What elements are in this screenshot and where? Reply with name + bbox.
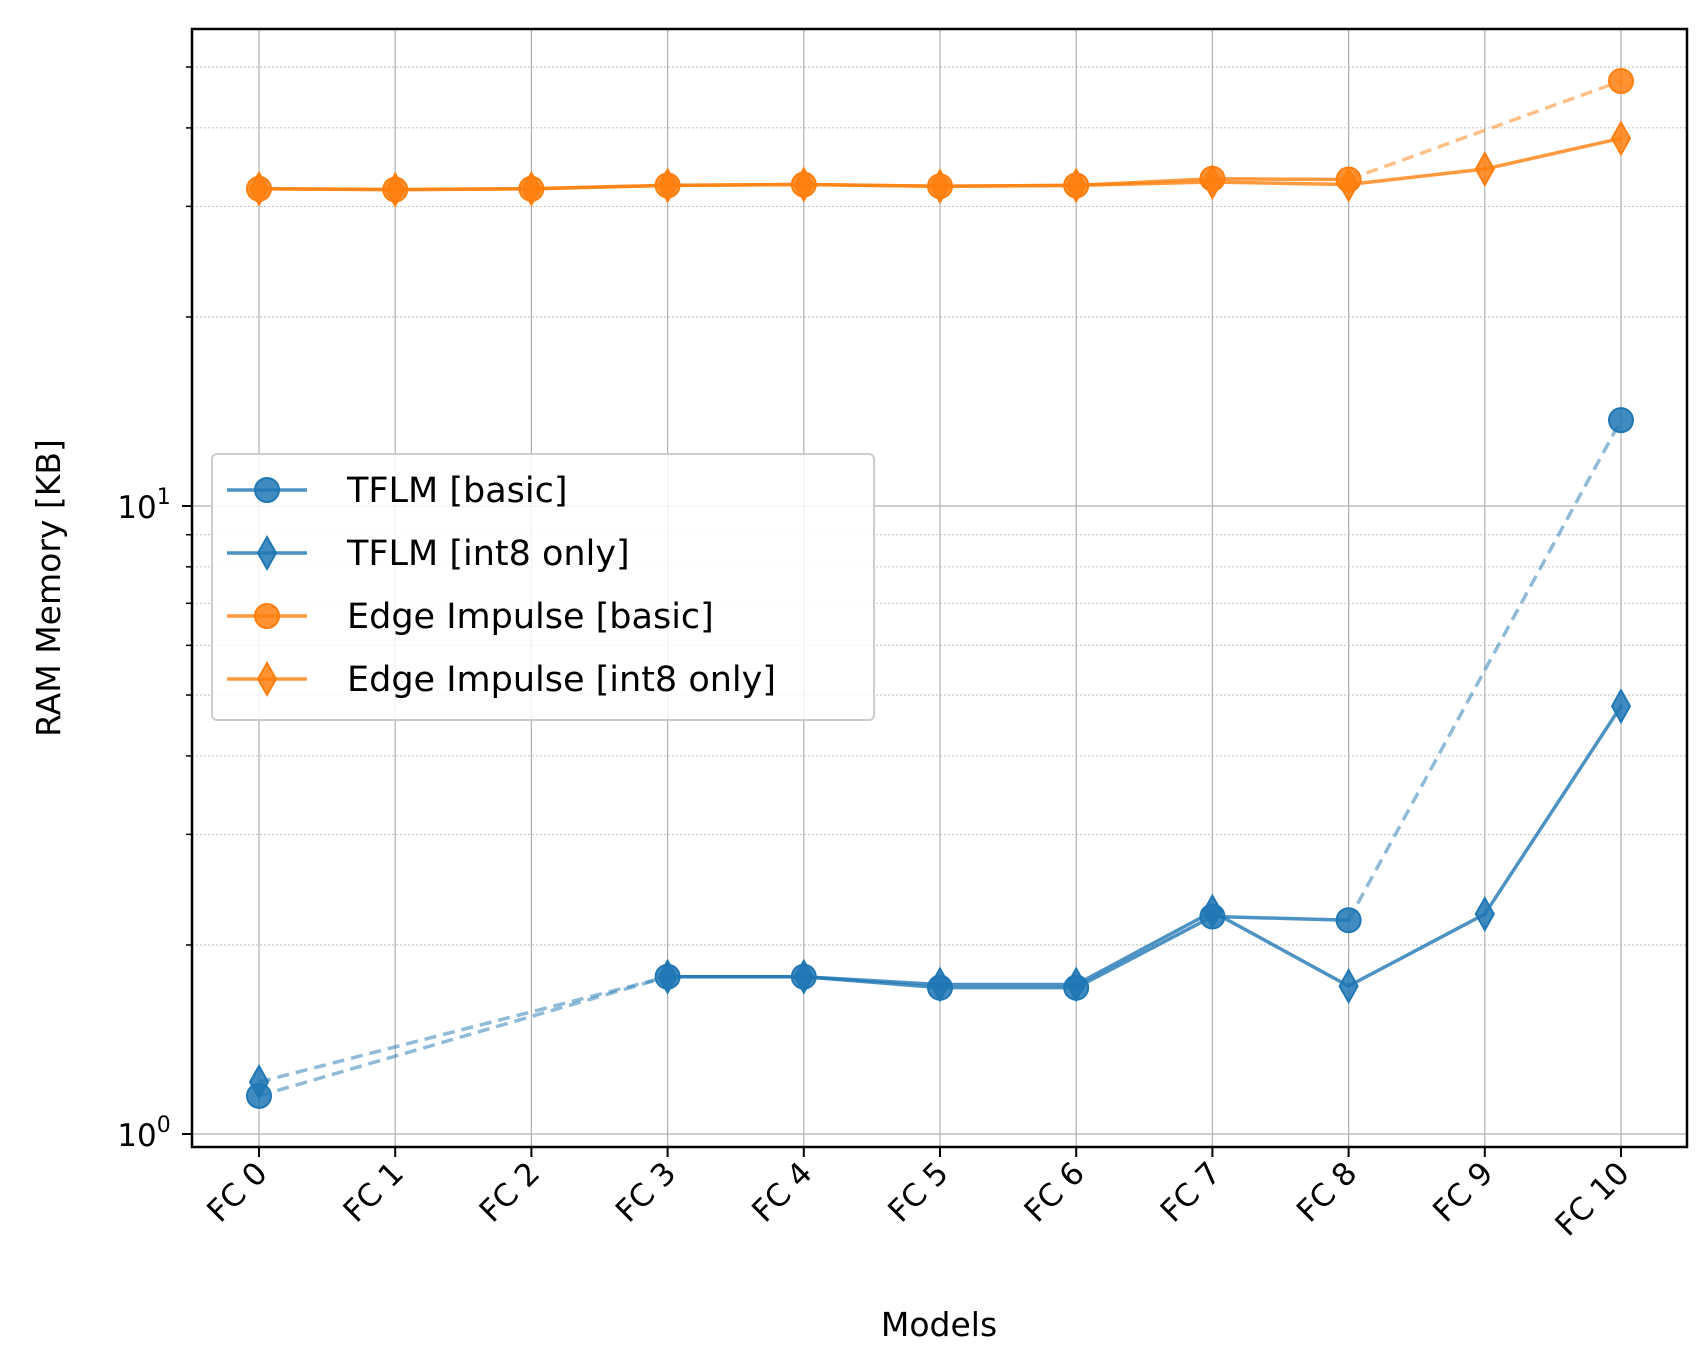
- series-segment: [1346, 167, 1487, 187]
- series-segment: [393, 187, 534, 192]
- data-point-diamond: [1474, 151, 1495, 188]
- data-point-circle: [254, 477, 280, 503]
- series-segment: [938, 183, 1078, 188]
- legend-entry: Edge Impulse [basic]: [347, 597, 714, 637]
- interpolated-segments: [258, 79, 1623, 1098]
- y-tick-label: 101: [117, 485, 170, 526]
- data-point-circle: [254, 603, 280, 629]
- data-markers: [246, 68, 1634, 1109]
- data-point-circle: [1608, 68, 1634, 95]
- data-point-diamond: [657, 958, 678, 995]
- series-lines: [257, 136, 1623, 990]
- legend: TFLM [basic] TFLM [int8 only] Edge Impulse…: [211, 453, 875, 721]
- x-axis-label: Models: [881, 1305, 997, 1344]
- series-segment: [802, 182, 942, 188]
- legend-entry: TFLM [basic]: [346, 471, 568, 511]
- data-point-diamond: [521, 170, 542, 207]
- series-segment: [1074, 909, 1215, 987]
- data-point-diamond: [1066, 167, 1087, 204]
- data-point-diamond: [1610, 120, 1632, 157]
- series-segment: [665, 182, 806, 188]
- series-gap-segment: [258, 975, 669, 1098]
- data-point-diamond: [929, 168, 951, 205]
- series-segment: [1074, 914, 1215, 990]
- data-point-diamond: [929, 966, 951, 1003]
- data-point-diamond: [248, 170, 270, 207]
- data-point-diamond: [657, 167, 678, 204]
- data-point-diamond: [256, 660, 278, 698]
- series-segment: [1483, 136, 1623, 171]
- legend-entry: TFLM [int8 only]: [346, 534, 630, 574]
- series-gap-segment: [1348, 79, 1622, 182]
- data-point-diamond: [1202, 893, 1223, 930]
- series-segment: [1346, 912, 1487, 988]
- y-tick-label: 100: [117, 1113, 170, 1154]
- data-point-diamond: [1610, 688, 1632, 725]
- data-point-diamond: [256, 534, 278, 572]
- data-point-diamond: [1066, 966, 1087, 1003]
- legend-box: [211, 453, 875, 721]
- series-segment: [1210, 180, 1351, 187]
- series-segment: [1210, 176, 1351, 182]
- data-point-diamond: [1338, 968, 1359, 1005]
- data-point-circle: [1335, 907, 1362, 934]
- data-point-diamond: [1474, 896, 1495, 933]
- series-segment: [1074, 180, 1215, 188]
- data-point-diamond: [793, 166, 814, 203]
- data-point-diamond: [248, 1063, 270, 1101]
- data-point-diamond: [385, 171, 406, 208]
- series-gap-segment: [258, 975, 669, 1084]
- data-point-circle: [1608, 407, 1634, 434]
- y-axis-label: RAM Memory [KB]: [29, 439, 68, 737]
- series-segment: [1210, 909, 1351, 988]
- series-segment: [1483, 704, 1623, 916]
- legend-entry: Edge Impulse [int8 only]: [347, 660, 776, 700]
- data-point-diamond: [1202, 163, 1223, 201]
- data-point-diamond: [793, 958, 814, 995]
- series-segment: [802, 974, 942, 987]
- series-segment: [529, 183, 670, 191]
- series-segment: [257, 187, 397, 192]
- series-segment: [1210, 914, 1351, 922]
- data-point-diamond: [1338, 166, 1359, 203]
